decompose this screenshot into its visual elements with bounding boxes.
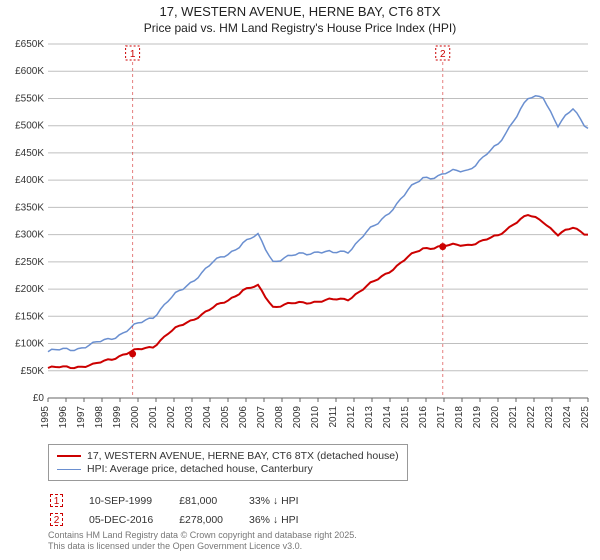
sale-marker-date: 05-DEC-2016 — [89, 511, 177, 528]
svg-text:2018: 2018 — [454, 406, 465, 429]
legend-swatch-hpi — [57, 469, 81, 470]
svg-text:2021: 2021 — [508, 406, 519, 429]
sale-marker-dot — [129, 350, 136, 357]
svg-text:2024: 2024 — [562, 406, 573, 429]
chart-area: £0 £50K £100K £150K £200K £250K £300K £350K £400… — [0, 38, 600, 438]
svg-text:2025: 2025 — [580, 406, 591, 429]
svg-text:£650K: £650K — [15, 39, 44, 50]
legend-label-price-paid: 17, WESTERN AVENUE, HERNE BAY, CT6 8TX (… — [87, 450, 399, 462]
svg-text:1998: 1998 — [94, 406, 105, 429]
svg-text:2006: 2006 — [238, 406, 249, 429]
svg-text:2014: 2014 — [382, 406, 393, 429]
sale-marker-price: £278,000 — [179, 511, 247, 528]
svg-text:2012: 2012 — [346, 406, 357, 429]
svg-text:1996: 1996 — [58, 406, 69, 429]
attribution-line2: This data is licensed under the Open Gov… — [48, 541, 357, 552]
svg-text:£550K: £550K — [15, 93, 44, 104]
svg-text:£50K: £50K — [21, 366, 45, 377]
svg-text:£100K: £100K — [15, 339, 44, 350]
legend: 17, WESTERN AVENUE, HERNE BAY, CT6 8TX (… — [48, 444, 408, 481]
sale-marker-price: £81,000 — [179, 492, 247, 509]
svg-text:2023: 2023 — [544, 406, 555, 429]
legend-item-price-paid: 17, WESTERN AVENUE, HERNE BAY, CT6 8TX (… — [57, 450, 399, 462]
svg-text:2017: 2017 — [436, 406, 447, 429]
legend-item-hpi: HPI: Average price, detached house, Cant… — [57, 463, 399, 475]
svg-text:2004: 2004 — [202, 406, 213, 429]
svg-text:2015: 2015 — [400, 406, 411, 429]
svg-text:£200K: £200K — [15, 284, 44, 295]
svg-text:2022: 2022 — [526, 406, 537, 429]
svg-text:2013: 2013 — [364, 406, 375, 429]
svg-text:£500K: £500K — [15, 121, 44, 132]
svg-text:2011: 2011 — [328, 406, 339, 428]
svg-text:2000: 2000 — [130, 406, 141, 429]
svg-text:2001: 2001 — [148, 406, 159, 429]
sale-marker-delta: 33% ↓ HPI — [249, 492, 323, 509]
sale-marker-row: 1 10-SEP-1999 £81,000 33% ↓ HPI — [50, 492, 323, 509]
svg-text:2005: 2005 — [220, 406, 231, 429]
svg-text:£350K: £350K — [15, 202, 44, 213]
svg-text:2019: 2019 — [472, 406, 483, 429]
chart-container: 17, WESTERN AVENUE, HERNE BAY, CT6 8TX P… — [0, 0, 600, 560]
svg-text:2002: 2002 — [166, 406, 177, 429]
title-address: 17, WESTERN AVENUE, HERNE BAY, CT6 8TX — [0, 4, 600, 19]
title-subtitle: Price paid vs. HM Land Registry's House … — [0, 21, 600, 35]
svg-text:2009: 2009 — [292, 406, 303, 429]
svg-text:1: 1 — [130, 49, 136, 60]
svg-text:£450K: £450K — [15, 148, 44, 159]
attribution: Contains HM Land Registry data © Crown c… — [48, 530, 357, 553]
svg-text:1999: 1999 — [112, 406, 123, 429]
svg-text:2016: 2016 — [418, 406, 429, 429]
attribution-line1: Contains HM Land Registry data © Crown c… — [48, 530, 357, 541]
svg-text:2008: 2008 — [274, 406, 285, 429]
svg-text:£600K: £600K — [15, 66, 44, 77]
sale-marker-badge: 1 — [50, 494, 63, 507]
svg-text:1995: 1995 — [40, 406, 51, 429]
sale-marker-badge: 2 — [50, 513, 63, 526]
svg-text:2003: 2003 — [184, 406, 195, 429]
sale-marker-delta: 36% ↓ HPI — [249, 511, 323, 528]
sale-marker-row: 2 05-DEC-2016 £278,000 36% ↓ HPI — [50, 511, 323, 528]
legend-swatch-price-paid — [57, 455, 81, 457]
svg-text:2020: 2020 — [490, 406, 501, 429]
svg-text:£300K: £300K — [15, 230, 44, 241]
svg-text:2007: 2007 — [256, 406, 267, 429]
svg-text:1997: 1997 — [76, 406, 87, 429]
svg-text:2010: 2010 — [310, 406, 321, 429]
sale-marker-date: 10-SEP-1999 — [89, 492, 177, 509]
series-hpi — [48, 96, 588, 352]
chart-svg: £0 £50K £100K £150K £200K £250K £300K £350K £400… — [0, 38, 600, 438]
title-block: 17, WESTERN AVENUE, HERNE BAY, CT6 8TX P… — [0, 0, 600, 35]
legend-label-hpi: HPI: Average price, detached house, Cant… — [87, 463, 313, 475]
svg-text:£400K: £400K — [15, 175, 44, 186]
svg-text:£250K: £250K — [15, 257, 44, 268]
series-price_paid — [48, 215, 588, 368]
sale-marker-dot — [439, 243, 446, 250]
svg-text:2: 2 — [440, 49, 446, 60]
sale-markers-table: 1 10-SEP-1999 £81,000 33% ↓ HPI 2 05-DEC… — [48, 490, 325, 530]
svg-text:£150K: £150K — [15, 311, 44, 322]
svg-text:£0: £0 — [33, 393, 45, 404]
